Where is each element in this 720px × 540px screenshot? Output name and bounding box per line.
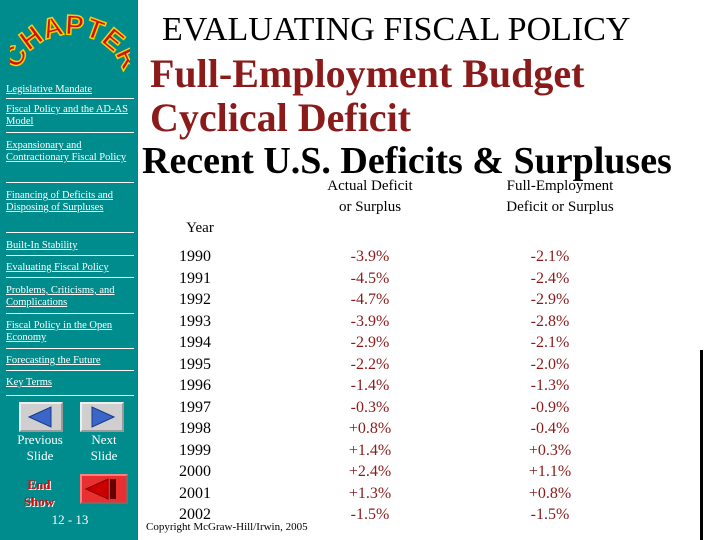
subtitle-deficits-surpluses: Recent U.S. Deficits & Surpluses	[142, 140, 672, 182]
year-cell: 2000	[179, 463, 211, 480]
year-cell: 1996	[179, 377, 211, 394]
sidebar-link-ad-as-model[interactable]: Fiscal Policy and the AD-AS Model	[6, 104, 128, 127]
full-employment-column: -2.1% -2.4% -2.9% -2.8% -2.1% -2.0% -1.3% -0.9%…	[500, 246, 600, 526]
year-cell: 1992	[179, 291, 211, 308]
sidebar-divider	[6, 370, 134, 371]
year-cell: 2001	[179, 484, 211, 502]
year-cell: 2002	[179, 506, 211, 523]
full-employment-cell: -2.9%	[530, 291, 570, 308]
years-column: 1990 1991 1992 1993 1994 1995 1996 1997 1998 1999…	[160, 246, 230, 526]
full-employment-cell: -2.4%	[530, 269, 570, 287]
full-employment-cell: -2.1%	[530, 334, 570, 351]
full-employment-cell: -1.3%	[530, 377, 570, 394]
sidebar-link-forecasting[interactable]: Forecasting the Future	[6, 355, 101, 366]
year-cell: 1990	[179, 248, 211, 265]
actual-cell: -2.2%	[350, 355, 390, 373]
sidebar-link-financing[interactable]: Financing of Deficits and Disposing of S…	[6, 190, 114, 213]
year-cell: 1995	[179, 355, 211, 373]
header-actual: Actual Deficit or Surplus	[327, 178, 413, 215]
previous-label[interactable]: Previous Slide	[17, 432, 63, 463]
right-arrow-icon	[91, 406, 116, 428]
sidebar-divider	[6, 348, 134, 349]
actual-cell: -4.7%	[350, 291, 390, 308]
subtitle-full-employment-budget: Full-Employment Budget	[150, 51, 585, 96]
full-employment-cell: -1.5%	[530, 506, 570, 523]
sidebar-link-legislative-mandate[interactable]: Legislative Mandate	[6, 84, 93, 95]
main-content: EVALUATING FISCAL POLICY Full-Employment…	[138, 0, 720, 540]
chapter-logo: CHAPTER	[10, 8, 130, 74]
sidebar-link-built-in-stability[interactable]: Built-In Stability	[6, 240, 78, 251]
end-show-button[interactable]	[80, 474, 128, 504]
sidebar-divider	[6, 277, 134, 278]
actual-cell: +2.4%	[348, 463, 392, 480]
sidebar-divider	[6, 395, 134, 396]
next-label[interactable]: Next Slide	[90, 432, 118, 463]
actual-cell: -2.9%	[350, 334, 390, 351]
full-employment-cell: -0.9%	[530, 398, 570, 416]
end-show-label[interactable]: End Show	[23, 477, 55, 509]
full-employment-cell: -2.1%	[530, 248, 570, 265]
full-employment-cell: +1.1%	[528, 463, 572, 480]
previous-button[interactable]	[19, 402, 63, 432]
actual-cell: +1.4%	[348, 441, 392, 459]
left-arrow-icon	[27, 406, 52, 428]
sidebar-divider	[6, 132, 134, 133]
divider-line	[700, 350, 703, 540]
full-employment-cell: -2.0%	[530, 355, 570, 373]
sidebar-link-expansionary[interactable]: Expansionary and Contractionary Fiscal P…	[6, 140, 127, 163]
full-employment-cell: -2.8%	[530, 312, 570, 330]
subtitle-cyclical-deficit: Cyclical Deficit	[150, 95, 411, 140]
header-year: Year	[186, 220, 214, 236]
sidebar-divider	[6, 182, 134, 183]
sidebar-divider	[6, 255, 134, 256]
slide-title: EVALUATING FISCAL POLICY	[162, 11, 631, 48]
full-employment-cell: +0.8%	[528, 484, 572, 502]
actual-cell: +0.8%	[348, 420, 392, 437]
year-cell: 1994	[179, 334, 211, 351]
stop-icon	[84, 478, 116, 500]
actual-cell: -3.9%	[350, 312, 390, 330]
header-full-employment: Full-Employment Deficit or Surplus	[506, 178, 614, 215]
year-cell: 1999	[179, 441, 211, 459]
actual-column: -3.9% -4.5% -4.7% -3.9% -2.9% -2.2% -1.4% -0.3%…	[320, 246, 420, 526]
actual-cell: -4.5%	[350, 269, 390, 287]
actual-cell: +1.3%	[348, 484, 392, 502]
sidebar-link-problems[interactable]: Problems, Criticisms, and Complications	[6, 285, 115, 308]
actual-cell: -0.3%	[350, 398, 390, 416]
actual-cell: -1.5%	[350, 506, 390, 523]
sidebar-link-evaluating[interactable]: Evaluating Fiscal Policy	[6, 262, 109, 273]
year-cell: 1998	[179, 420, 211, 437]
actual-cell: -3.9%	[350, 248, 390, 265]
sidebar-divider	[6, 313, 134, 314]
svg-text:CHAPTER: CHAPTER	[10, 9, 130, 74]
year-cell: 1993	[179, 312, 211, 330]
year-cell: 1997	[179, 398, 211, 416]
chapter-logo-text: CHAPTER	[10, 8, 130, 74]
sidebar-divider	[6, 232, 134, 233]
year-cell: 1991	[179, 269, 211, 287]
page-number: 12 - 13	[51, 512, 89, 527]
copyright: Copyright McGraw-Hill/Irwin, 2005	[146, 521, 308, 533]
sidebar-divider	[6, 98, 134, 99]
actual-cell: -1.4%	[350, 377, 390, 394]
sidebar-link-open-economy[interactable]: Fiscal Policy in the Open Economy	[6, 320, 113, 343]
full-employment-cell: +0.3%	[528, 441, 572, 459]
full-employment-cell: -0.4%	[530, 420, 570, 437]
sidebar: CHAPTER Legislative Mandate Fiscal Polic…	[0, 0, 138, 540]
sidebar-link-key-terms[interactable]: Key Terms	[6, 377, 53, 388]
next-button[interactable]	[80, 402, 124, 432]
